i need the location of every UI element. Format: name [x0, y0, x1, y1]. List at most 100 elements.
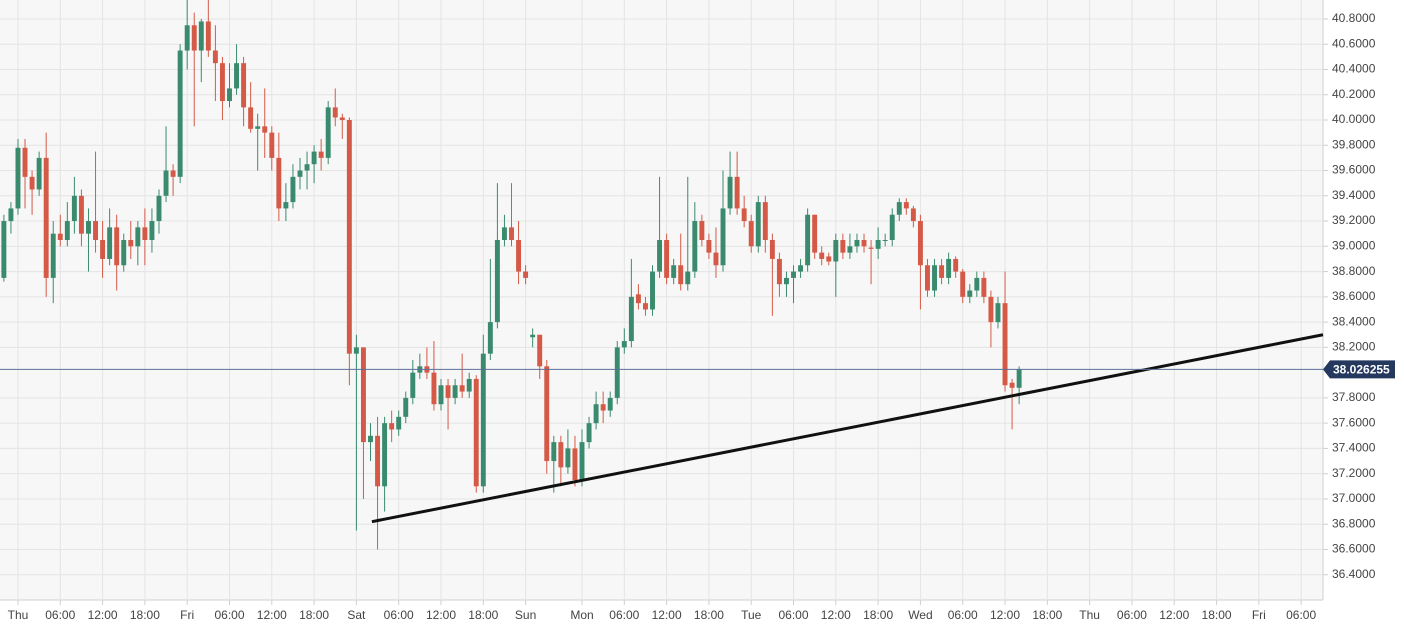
x-tick-label: Thu [8, 608, 29, 622]
candle-body [332, 107, 338, 118]
candle-body [360, 347, 366, 443]
candle-body [1009, 382, 1015, 388]
candle-body [1016, 369, 1022, 388]
candle-body [614, 347, 620, 398]
candle-body [762, 202, 768, 240]
candle-body [346, 120, 352, 354]
candle-body [205, 21, 211, 51]
candle-body [375, 435, 381, 487]
y-tick-label: 40.8000 [1332, 11, 1376, 25]
y-tick-label: 38.4000 [1332, 314, 1376, 328]
x-tick-label: 12:00 [821, 608, 851, 622]
candle-body [671, 265, 677, 278]
candle-body [8, 208, 14, 222]
candle-body [494, 240, 500, 323]
candle-body [459, 385, 465, 392]
candle-body [917, 221, 923, 266]
candle-body [29, 176, 35, 190]
candle-body [93, 221, 98, 240]
candle-body [868, 247, 874, 249]
candle-body [156, 195, 162, 222]
candle-body [234, 63, 240, 89]
candle-body [720, 208, 726, 266]
candle-body [389, 423, 395, 430]
candle-body [283, 202, 289, 209]
candle-body [861, 240, 867, 247]
candle-body [473, 378, 479, 487]
x-tick-label: 18:00 [694, 608, 724, 622]
candle-body [410, 372, 416, 398]
candle-body [607, 397, 613, 411]
x-tick-label: 06:00 [609, 608, 639, 622]
y-tick-label: 40.4000 [1332, 62, 1376, 76]
candle-body [121, 240, 127, 266]
candle-body [403, 397, 409, 417]
candle-body [523, 271, 529, 278]
candle-body [579, 442, 585, 480]
candle-body [621, 341, 627, 348]
x-tick-label: 18:00 [468, 608, 498, 622]
x-tick-label: 12:00 [990, 608, 1020, 622]
y-tick-label: 36.4000 [1332, 567, 1376, 581]
candle-body [530, 334, 536, 338]
candle-body [452, 385, 458, 398]
candle-body [516, 240, 522, 272]
candle-body [967, 290, 973, 297]
candle-body [910, 208, 916, 222]
candle-body [269, 132, 275, 158]
candle-body [191, 25, 197, 51]
candle-body [382, 423, 388, 487]
candle-body [142, 227, 148, 240]
candle-body [57, 233, 63, 240]
candle-body [572, 448, 578, 480]
trend-line [371, 333, 1324, 524]
candle-body [925, 265, 930, 291]
candle-body [170, 170, 176, 177]
x-tick-label: 12:00 [1159, 608, 1189, 622]
candle-body [635, 294, 641, 304]
y-tick-label: 36.8000 [1332, 516, 1376, 530]
candle-body [875, 240, 881, 249]
candle-body [339, 117, 345, 120]
candle-body [903, 202, 909, 209]
candle-body [769, 240, 775, 259]
x-tick-label: 06:00 [214, 608, 244, 622]
x-tick-label: 18:00 [1202, 608, 1232, 622]
candle-body [833, 240, 839, 262]
x-tick-label: 18:00 [299, 608, 329, 622]
x-tick-label: 06:00 [779, 608, 809, 622]
y-tick-label: 40.6000 [1332, 36, 1376, 50]
candle-body [311, 151, 317, 165]
y-tick-label: 37.0000 [1332, 491, 1376, 505]
y-tick-label: 39.6000 [1332, 163, 1376, 177]
x-tick-label: 18:00 [863, 608, 893, 622]
candle-body [241, 63, 247, 108]
x-tick-label: 12:00 [88, 608, 118, 622]
candle-body [889, 214, 895, 240]
candle-body [586, 423, 592, 443]
x-tick-label: 12:00 [257, 608, 287, 622]
x-tick-label: Fri [1252, 608, 1266, 622]
candle-body [784, 277, 789, 285]
candle-body [741, 208, 747, 222]
candle-body [135, 227, 141, 247]
candle-body [847, 246, 853, 253]
candle-body [896, 202, 902, 215]
y-tick-label: 37.2000 [1332, 466, 1376, 480]
candle-body [657, 240, 663, 272]
candle-body [995, 303, 1001, 323]
candle-body [438, 385, 444, 405]
candle-body [50, 233, 56, 278]
candle-body [642, 303, 648, 310]
candle-body [227, 88, 232, 102]
x-tick-label: Sun [515, 608, 536, 622]
x-tick-label: Tue [741, 608, 762, 622]
candle-body [706, 240, 712, 253]
y-tick-label: 39.4000 [1332, 188, 1376, 202]
candle-body [297, 170, 303, 177]
candle-body [593, 404, 599, 424]
candle-body [932, 265, 937, 291]
candle-body [184, 25, 190, 51]
candle-body [988, 296, 994, 323]
